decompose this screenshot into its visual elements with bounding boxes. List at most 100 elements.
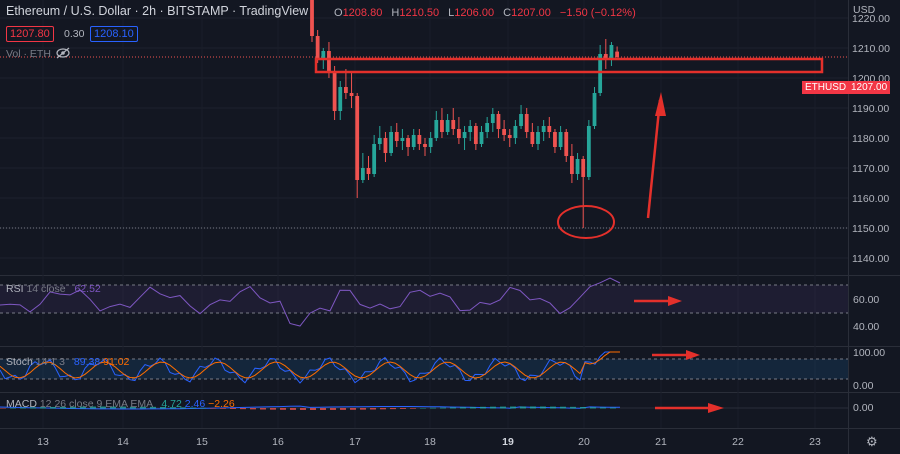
resistance-box (314, 57, 824, 74)
chart-title: Ethereum / U.S. Dollar · 2h · BITSTAMP ·… (6, 4, 309, 18)
candle (360, 153, 365, 183)
candle (315, 30, 320, 63)
candle (344, 69, 348, 99)
up-arrow-head (655, 92, 666, 116)
candle-body (615, 51, 619, 57)
y-tick-label: 1210.00 (852, 43, 890, 55)
candle (603, 39, 608, 69)
macd-histogram-bar (550, 406, 556, 409)
symbol-tag: ETHUSD (802, 81, 850, 94)
candle (581, 156, 586, 228)
candle-body (502, 129, 506, 135)
macd-histogram-bar (290, 408, 296, 410)
candle-body (462, 132, 467, 138)
candle (507, 129, 512, 147)
macd-histogram-bar (40, 407, 46, 409)
gear-icon[interactable]: ⚙ (866, 434, 878, 449)
candle-body (360, 168, 365, 180)
y-tick-label: 1180.00 (852, 133, 889, 145)
candle (372, 135, 377, 177)
candle-body (349, 93, 354, 96)
macd-histogram-bar (200, 407, 206, 409)
macd-histogram-bar (400, 408, 406, 409)
ohlc-readout: O1208.80 H1210.50 L1206.00 C1207.00 −1.5… (334, 7, 636, 19)
candle-body (496, 114, 501, 129)
candle-body (440, 120, 444, 132)
rsi-band (0, 285, 848, 313)
candle (519, 105, 523, 129)
macd-histogram-bar (490, 406, 496, 409)
candle (389, 126, 393, 156)
macd-histogram-bar (180, 407, 186, 409)
y-tick-label: 1190.00 (852, 103, 889, 115)
candle (355, 93, 360, 198)
candle (428, 132, 433, 153)
candle (524, 108, 529, 138)
candle (473, 123, 478, 150)
macd-histogram-bar (600, 407, 606, 409)
candle (609, 42, 614, 66)
rsi-tick-60: 60.00 (853, 294, 880, 306)
macd-histogram-bar (60, 406, 66, 409)
candle (417, 129, 422, 150)
macd-histogram-bar (440, 407, 446, 409)
ask-price-button[interactable]: 1208.10 (90, 26, 138, 42)
candle (423, 138, 427, 156)
stoch-d-value: 91.02 (103, 356, 130, 368)
candle-body (394, 132, 399, 141)
candle-body (344, 87, 348, 93)
candle (457, 117, 461, 144)
macd-histogram-bar (380, 408, 386, 410)
candles (310, 0, 619, 228)
candle-body (417, 135, 422, 144)
candle-body (609, 45, 614, 60)
rsi-value: 62.52 (74, 283, 101, 295)
macd-histogram-bar (540, 406, 546, 409)
macd-histogram-bar (250, 408, 256, 410)
candle-body (558, 132, 563, 147)
candle-body (603, 54, 608, 60)
macd-histogram-bar (430, 407, 436, 409)
macd-histogram-bar (120, 406, 126, 409)
candle-body (411, 135, 416, 147)
macd-histogram-bar (360, 408, 366, 410)
candle (479, 126, 484, 147)
macd-histogram-bar (420, 407, 426, 409)
candle (400, 129, 405, 150)
price-axis: 1220.001210.001200.001190.001180.001170.… (852, 13, 890, 265)
macd-histogram-bar (570, 406, 576, 409)
candle-body (553, 132, 557, 147)
candle-body (423, 144, 427, 147)
macd-histogram-bar (410, 408, 416, 409)
candle-body (530, 132, 535, 144)
macd-histogram-bar (0, 408, 6, 409)
macd-histogram-bar (130, 406, 136, 409)
macd-hist-value: −2.26 (208, 398, 235, 410)
candle-body (473, 126, 478, 144)
candle-body (327, 51, 331, 72)
candle-body (468, 126, 473, 132)
candle-body (541, 126, 546, 132)
candle (440, 108, 444, 138)
macd-histogram-bar (270, 408, 276, 410)
candle-body (366, 168, 371, 174)
eye-hidden-icon[interactable] (56, 47, 70, 59)
macd-histogram-bar (80, 406, 86, 409)
macd-title: MACD 12 26 close 9 EMA EMA 4.72 2.46 −2.… (6, 398, 235, 410)
macd-histogram-bar (170, 407, 176, 409)
macd-signal-value: 2.46 (184, 398, 206, 410)
indicator-panes (0, 277, 848, 410)
candle-body (355, 96, 360, 180)
candle (598, 45, 603, 96)
x-tick-label: 20 (578, 436, 590, 448)
bid-price-button[interactable]: 1207.80 (6, 26, 54, 42)
candle (338, 81, 343, 120)
x-tick-label: 13 (37, 436, 49, 448)
macd-histogram-bar (70, 406, 76, 409)
y-tick-label: 1220.00 (852, 13, 890, 25)
y-tick-label: 1170.00 (852, 163, 889, 175)
candle-body (315, 36, 320, 60)
candle-body (536, 132, 540, 144)
macd-value: 4.72 (161, 398, 182, 410)
